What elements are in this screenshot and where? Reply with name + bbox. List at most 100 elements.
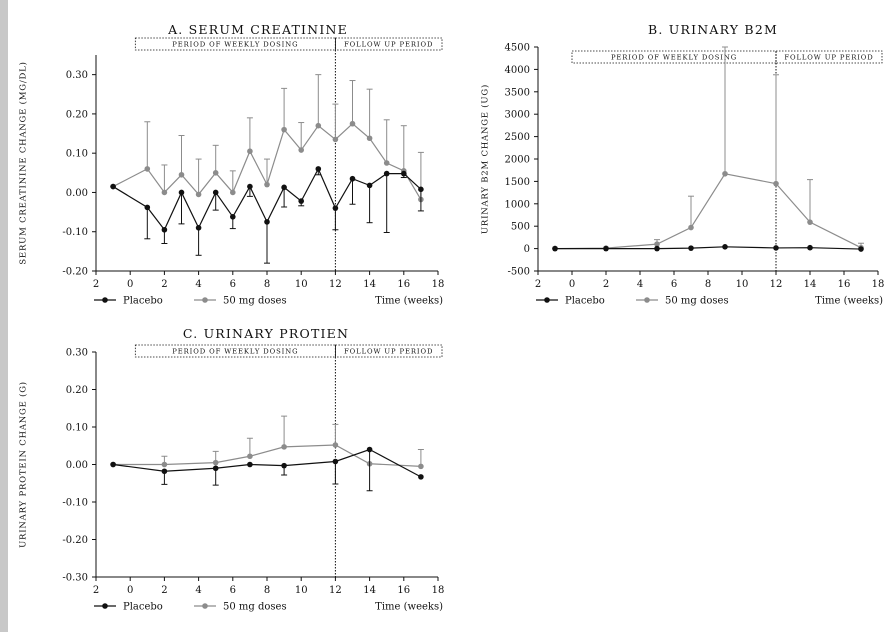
dose50-point (383, 160, 390, 166)
y-axis-label: SERUM CREATININE CHANGE (MG/DL) (18, 61, 29, 264)
x-axis-label: Time (weeks) (375, 296, 443, 307)
dose50-point (178, 171, 185, 178)
legend-dose50-label: 50 mg doses (223, 602, 287, 613)
placebo-series-line (112, 167, 422, 231)
y-tick-label: -500 (508, 267, 530, 278)
x-tick-label: 18 (872, 279, 885, 290)
placebo-point (264, 219, 270, 225)
placebo-point (195, 225, 202, 231)
x-tick-label: 16 (397, 585, 410, 596)
x-tick-label: 2 (161, 279, 167, 290)
y-tick-label: 4000 (505, 65, 530, 76)
dose50-point (281, 444, 287, 450)
placebo-point (230, 214, 236, 220)
y-tick-label: -0.20 (62, 267, 88, 278)
dosing-period-label: PERIOD OF WEEKLY DOSING (172, 41, 298, 49)
placebo-series-line (555, 246, 862, 250)
x-tick-label: 6 (671, 279, 677, 290)
placebo-point (418, 474, 424, 480)
x-tick-label: 8 (264, 585, 270, 596)
x-tick-label: 18 (432, 279, 445, 290)
figure-canvas: A. SERUM CREATININE 0.30 0.20 0.10 0.00 -0.10… (18, 22, 885, 613)
y-tick-label: 0.00 (66, 188, 88, 199)
follow-up-band (775, 50, 883, 64)
y-tick-label: 0.30 (66, 70, 88, 81)
y-tick-label: 2000 (505, 155, 530, 166)
y-tick-label: 0.20 (66, 385, 88, 396)
dose50-point (247, 453, 253, 460)
legend-placebo-label: Placebo (123, 296, 163, 307)
dosing-period-band (134, 344, 336, 358)
y-axis-label: URINARY PROTEIN CHANGE (G) (18, 381, 29, 548)
chart-title: A. SERUM CREATININE (167, 22, 348, 37)
placebo-point (144, 204, 151, 211)
x-axis-label: Time (weeks) (375, 602, 443, 613)
dose50-point (212, 170, 219, 176)
follow-up-label: FOLLOW UP PERIOD (344, 41, 433, 49)
x-tick-label: 4 (195, 279, 201, 290)
follow-up-label: FOLLOW UP PERIOD (784, 54, 873, 62)
placebo-point (722, 244, 728, 250)
legend-dose50-label: 50 mg doses (223, 296, 287, 307)
placebo-point (858, 246, 864, 252)
dose50-point (161, 461, 168, 468)
placebo-point (281, 184, 287, 191)
placebo-point (212, 189, 219, 196)
follow-up-label: FOLLOW UP PERIOD (344, 348, 433, 356)
x-tick-label: 2 (93, 585, 99, 596)
placebo-point (315, 166, 322, 172)
dose50-point (212, 459, 219, 466)
figure-panel: A. SERUM CREATININE 0.30 0.20 0.10 0.00 -0.10… (8, 0, 892, 632)
x-tick-label: 14 (363, 279, 376, 290)
x-tick-label: 2 (603, 279, 609, 290)
placebo-point (178, 189, 185, 196)
dosing-period-label: PERIOD OF WEEKLY DOSING (172, 348, 298, 356)
y-tick-label: 1500 (505, 177, 530, 188)
y-tick-label: 3500 (505, 87, 530, 98)
placebo-point (332, 205, 339, 211)
y-tick-label: 500 (511, 222, 530, 233)
y-tick-label: 1000 (505, 199, 530, 210)
placebo-point (418, 186, 424, 193)
y-tick-label: 0.10 (66, 423, 88, 434)
x-tick-label: 6 (230, 585, 236, 596)
legend-placebo-marker (102, 297, 108, 303)
dose50-point (773, 180, 779, 187)
x-tick-label: 14 (363, 585, 376, 596)
y-tick-label: 0.00 (66, 460, 88, 471)
dose50-point (298, 147, 305, 153)
legend-dose50-label: 50 mg doses (665, 296, 729, 307)
dose50-series-line (113, 444, 421, 467)
dose50-point (332, 136, 339, 143)
legend-placebo-label: Placebo (123, 602, 163, 613)
placebo-point (247, 183, 253, 190)
x-tick-label: 0 (127, 585, 133, 596)
placebo-point (161, 226, 168, 233)
x-tick-label: 10 (295, 279, 308, 290)
dose50-point (264, 181, 270, 188)
dose50-point (366, 135, 373, 142)
dose50-point (195, 191, 202, 198)
x-tick-label: 2 (93, 279, 99, 290)
dose50-point (332, 442, 339, 448)
x-tick-label: 10 (736, 279, 749, 290)
placebo-point (332, 458, 339, 465)
placebo-point (298, 198, 305, 204)
dose50-point (807, 219, 813, 225)
x-tick-label: 16 (397, 279, 410, 290)
y-axis-label: URINARY B2M CHANGE (UG) (480, 84, 491, 234)
x-tick-label: 18 (432, 585, 445, 596)
placebo-point (110, 461, 116, 468)
y-tick-label: 0.10 (66, 149, 88, 160)
placebo-series-line (113, 448, 422, 478)
x-tick-label: 0 (127, 279, 133, 290)
legend-dose50-marker (644, 297, 650, 303)
y-tick-label: 0.20 (66, 109, 88, 120)
placebo-point (281, 462, 287, 469)
dose50-point (281, 126, 287, 133)
x-tick-label: 16 (838, 279, 851, 290)
dose50-series-line (554, 173, 862, 250)
x-tick-label: 4 (637, 279, 643, 290)
dose50-point (315, 122, 322, 129)
x-tick-label: 4 (195, 585, 201, 596)
